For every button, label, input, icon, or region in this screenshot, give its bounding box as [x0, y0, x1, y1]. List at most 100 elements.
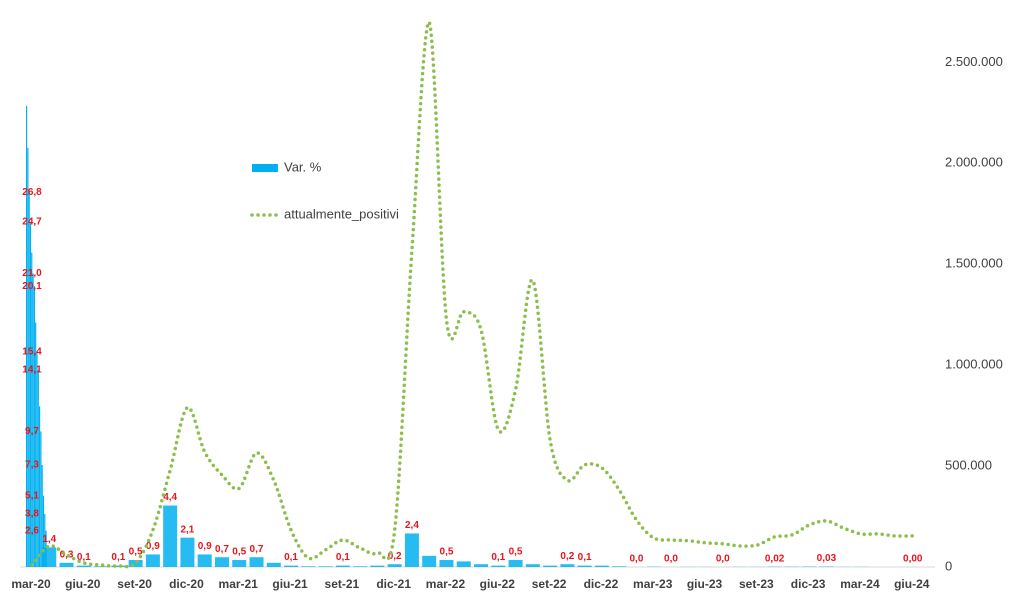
- data-label: 15,4: [22, 346, 42, 357]
- bar: [41, 464, 43, 567]
- data-label: 1,4: [42, 534, 56, 545]
- data-label: 7,3: [25, 460, 39, 471]
- bar: [301, 566, 316, 567]
- legend-swatch-bar: [252, 164, 278, 172]
- bar: [266, 562, 281, 567]
- data-label: 2,1: [180, 524, 194, 535]
- bar: [31, 252, 33, 568]
- bar: [404, 533, 419, 567]
- bar: [180, 537, 195, 567]
- bar: [249, 557, 264, 567]
- bar: [335, 565, 350, 567]
- data-label: 0,2: [560, 551, 574, 562]
- x-tick-label: mar-24: [840, 577, 880, 591]
- bar: [42, 547, 57, 567]
- bar: [39, 406, 41, 567]
- bar: [508, 560, 523, 567]
- bar: [214, 557, 229, 567]
- x-tick-label: dic-20: [169, 577, 204, 591]
- data-label: 0,9: [198, 541, 212, 552]
- bar: [612, 566, 627, 567]
- data-label: 0,02: [765, 553, 785, 564]
- x-tick-label: giu-23: [687, 577, 723, 591]
- data-label: 5,1: [25, 490, 39, 501]
- data-label: 0,0: [629, 554, 643, 565]
- bar: [318, 566, 333, 567]
- bar: [439, 560, 454, 567]
- bar: [525, 564, 540, 567]
- data-label: 0,1: [111, 552, 125, 563]
- bar: [128, 560, 143, 567]
- bar: [560, 564, 575, 567]
- data-label: 0,00: [903, 554, 923, 565]
- x-tick-label: mar-20: [11, 577, 51, 591]
- legend-label: Var. %: [284, 159, 322, 174]
- data-label: 21,0: [22, 268, 42, 279]
- bar: [594, 565, 609, 567]
- bar: [456, 561, 471, 567]
- bar: [370, 565, 385, 567]
- y2-tick-label: 2.500.000: [945, 54, 1003, 69]
- bar: [145, 554, 160, 567]
- bar: [163, 505, 178, 567]
- y2-tick-label: 1.500.000: [945, 256, 1003, 271]
- x-tick-label: set-21: [325, 577, 360, 591]
- bar: [284, 565, 299, 567]
- bar: [28, 192, 30, 567]
- y2-tick-label: 500.000: [945, 458, 992, 473]
- bar: [474, 564, 489, 567]
- data-label: 0,0: [716, 554, 730, 565]
- bar: [44, 513, 46, 567]
- data-label: 0,1: [491, 552, 505, 563]
- data-label: 0,7: [250, 544, 264, 555]
- bar: [29, 221, 32, 568]
- data-label: 2,4: [405, 520, 419, 531]
- bar: [94, 566, 109, 567]
- legend-label: attualmente_positivi: [284, 206, 399, 221]
- data-label: 26,8: [22, 187, 42, 198]
- x-tick-label: set-22: [532, 577, 567, 591]
- bar: [76, 565, 91, 567]
- bar: [232, 560, 247, 567]
- bar: [543, 565, 558, 567]
- data-label: 0,1: [336, 552, 350, 563]
- x-tick-label: set-20: [117, 577, 152, 591]
- data-label: 9,7: [25, 426, 39, 437]
- data-label: 0,2: [388, 551, 402, 562]
- bar: [387, 564, 402, 567]
- bar: [111, 565, 126, 567]
- bar: [42, 495, 45, 567]
- data-label: 0,5: [232, 547, 246, 558]
- data-label: 0,1: [578, 552, 592, 563]
- x-tick-label: dic-22: [584, 577, 619, 591]
- bar: [59, 562, 74, 567]
- y2-tick-label: 0: [945, 558, 952, 573]
- data-label: 0,9: [146, 541, 160, 552]
- data-label: 0,5: [129, 547, 143, 558]
- data-label: 4,4: [163, 492, 177, 503]
- bar: [33, 286, 35, 567]
- data-label: 0,5: [440, 547, 454, 558]
- line-series: [30, 20, 915, 569]
- x-tick-label: giu-22: [480, 577, 516, 591]
- data-label: 14,1: [22, 365, 42, 376]
- bar: [36, 351, 38, 567]
- x-tick-label: set-23: [739, 577, 774, 591]
- y2-tick-label: 2.000.000: [945, 155, 1003, 170]
- data-label: 0,1: [284, 552, 298, 563]
- bar: [32, 273, 34, 567]
- x-tick-label: dic-21: [376, 577, 411, 591]
- x-tick-label: giu-24: [894, 577, 930, 591]
- bar: [40, 431, 42, 567]
- data-label: 0,3: [60, 549, 74, 560]
- data-label: 0,1: [77, 552, 91, 563]
- data-label: 0,0: [664, 554, 678, 565]
- data-label: 2,6: [25, 525, 39, 536]
- data-label: 0,5: [509, 547, 523, 558]
- x-tick-label: dic-23: [791, 577, 826, 591]
- x-tick-label: mar-22: [426, 577, 466, 591]
- x-tick-label: giu-20: [65, 577, 101, 591]
- data-label: 0,03: [817, 553, 837, 564]
